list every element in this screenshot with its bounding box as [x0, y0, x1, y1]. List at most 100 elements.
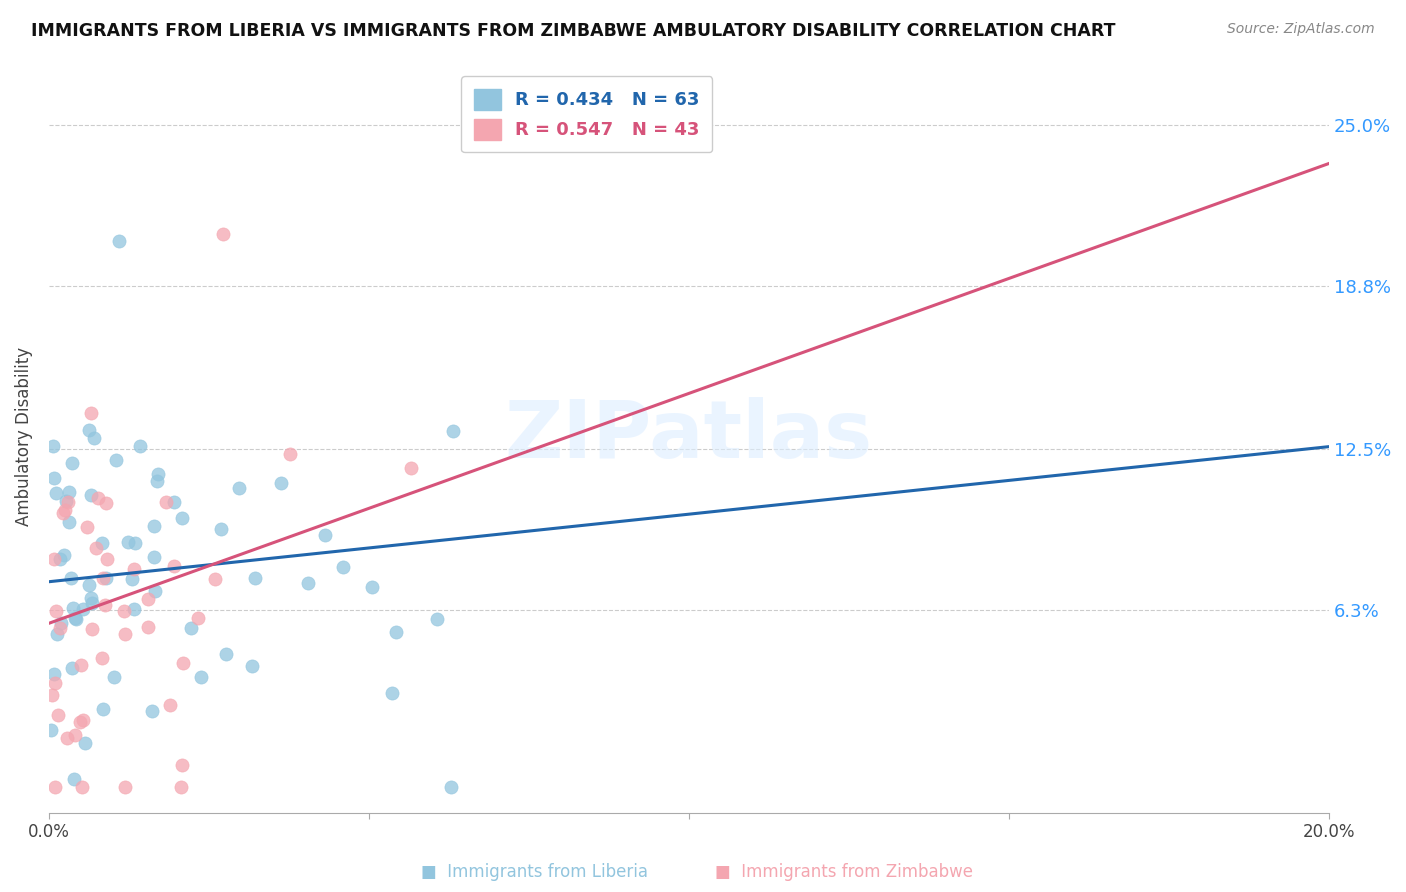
Point — [136, 592, 159, 607]
Point — [129, 439, 152, 453]
Point — [146, 467, 169, 482]
Point — [72, 713, 94, 727]
Point — [46, 707, 69, 722]
Point — [94, 496, 117, 510]
Point — [124, 536, 146, 550]
Point — [70, 780, 93, 794]
Y-axis label: Ambulatory Disability: Ambulatory Disability — [15, 347, 32, 525]
Point — [270, 475, 292, 490]
Point — [42, 552, 65, 566]
Point — [56, 495, 79, 509]
Point — [187, 611, 209, 625]
Point — [170, 780, 193, 794]
Point — [163, 559, 186, 574]
Point — [49, 615, 72, 630]
Point — [170, 511, 193, 525]
Point — [209, 523, 232, 537]
Point — [45, 485, 67, 500]
Point — [91, 702, 114, 716]
Point — [114, 780, 136, 794]
Point — [41, 688, 63, 702]
Point — [361, 580, 384, 594]
Point — [84, 541, 107, 556]
Point — [215, 647, 238, 661]
Point — [69, 657, 91, 672]
Point — [141, 704, 163, 718]
Point — [441, 424, 464, 438]
Point — [69, 715, 91, 730]
Point — [114, 627, 136, 641]
Point — [280, 447, 302, 461]
Point — [76, 520, 98, 534]
Point — [145, 474, 167, 488]
Point — [44, 667, 66, 681]
Point — [103, 670, 125, 684]
Text: ■  Immigrants from Zimbabwe: ■ Immigrants from Zimbabwe — [714, 863, 973, 881]
Point — [63, 611, 86, 625]
Point — [121, 572, 143, 586]
Point — [62, 601, 84, 615]
Point — [332, 560, 354, 574]
Point — [122, 602, 145, 616]
Point — [41, 723, 63, 738]
Point — [55, 731, 77, 745]
Point — [163, 495, 186, 509]
Point — [384, 625, 406, 640]
Point — [80, 595, 103, 609]
Point — [91, 571, 114, 585]
Point — [44, 780, 66, 794]
Text: ■  Immigrants from Liberia: ■ Immigrants from Liberia — [420, 863, 648, 881]
Point — [159, 698, 181, 713]
Point — [94, 570, 117, 584]
Point — [297, 575, 319, 590]
Point — [58, 515, 80, 529]
Point — [77, 578, 100, 592]
Point — [65, 612, 87, 626]
Point — [112, 604, 135, 618]
Point — [44, 471, 66, 485]
Point — [122, 562, 145, 576]
Point — [42, 439, 65, 453]
Point — [117, 535, 139, 549]
Point — [45, 604, 67, 618]
Point — [172, 758, 194, 772]
Point — [52, 548, 75, 562]
Point — [83, 431, 105, 445]
Point — [63, 772, 86, 786]
Point — [380, 686, 402, 700]
Point — [80, 591, 103, 606]
Point — [80, 488, 103, 502]
Text: Source: ZipAtlas.com: Source: ZipAtlas.com — [1227, 22, 1375, 37]
Point — [142, 519, 165, 533]
Point — [65, 728, 87, 742]
Point — [108, 235, 131, 249]
Point — [49, 621, 72, 635]
Point — [53, 503, 76, 517]
Point — [82, 622, 104, 636]
Point — [52, 506, 75, 520]
Point — [72, 601, 94, 615]
Point — [90, 651, 112, 665]
Legend: R = 0.434   N = 63, R = 0.547   N = 43: R = 0.434 N = 63, R = 0.547 N = 43 — [461, 76, 711, 153]
Point — [180, 621, 202, 635]
Point — [87, 491, 110, 506]
Point — [45, 626, 67, 640]
Point — [143, 550, 166, 565]
Text: ZIPatlas: ZIPatlas — [505, 397, 873, 475]
Point — [75, 736, 97, 750]
Point — [173, 656, 195, 670]
Point — [94, 598, 117, 612]
Point — [58, 485, 80, 500]
Point — [243, 570, 266, 584]
Point — [228, 481, 250, 495]
Point — [60, 456, 83, 470]
Point — [155, 495, 177, 509]
Text: IMMIGRANTS FROM LIBERIA VS IMMIGRANTS FROM ZIMBABWE AMBULATORY DISABILITY CORREL: IMMIGRANTS FROM LIBERIA VS IMMIGRANTS FR… — [31, 22, 1115, 40]
Point — [426, 612, 449, 626]
Point — [136, 620, 159, 634]
Point — [401, 461, 423, 475]
Point — [104, 453, 127, 467]
Point — [77, 423, 100, 437]
Point — [212, 227, 235, 242]
Point — [90, 536, 112, 550]
